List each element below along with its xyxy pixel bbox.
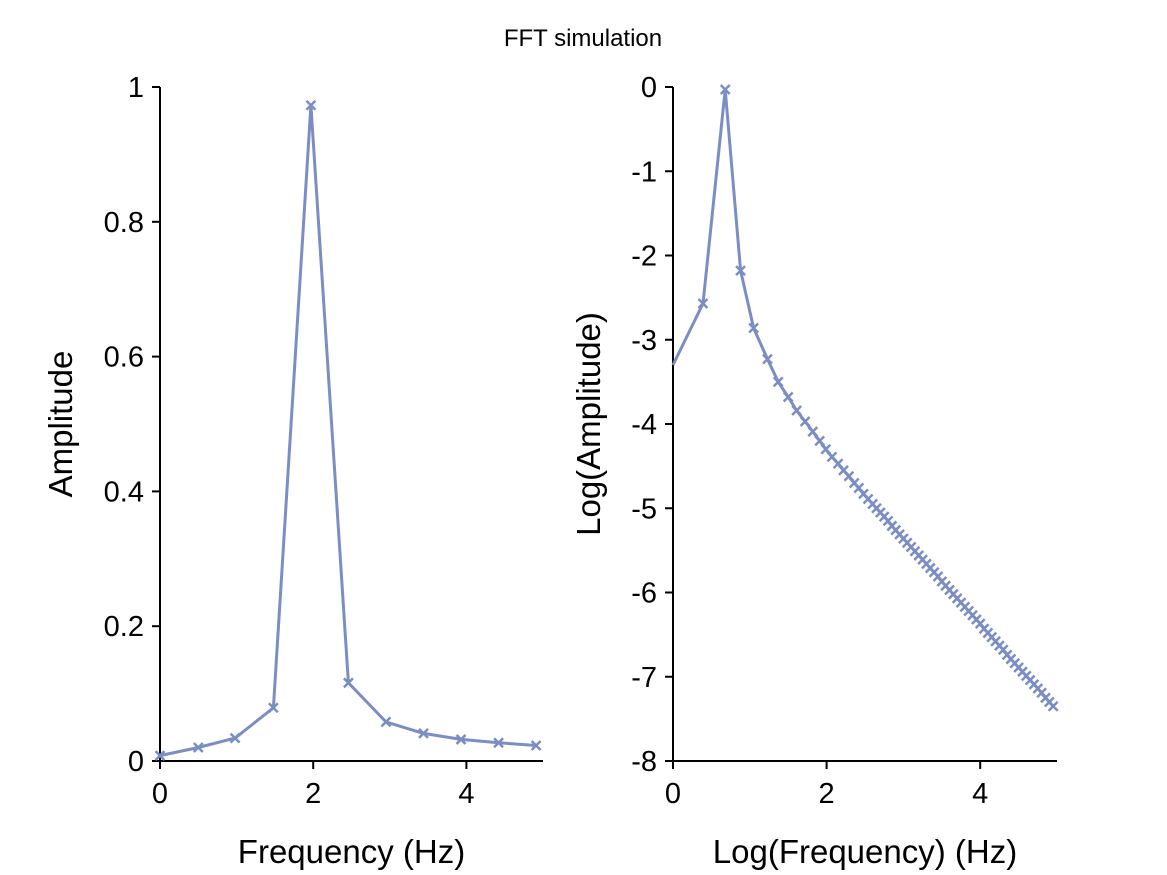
y-tick-label: 0.6 [104,342,144,374]
x-tick-label: 4 [972,778,988,810]
data-point-marker [380,716,392,728]
x-tick-label: 2 [305,778,321,810]
data-point-marker [782,391,794,403]
data-point-marker [1047,700,1059,712]
x-tick-label: 0 [665,778,681,810]
data-point-marker [530,740,542,751]
y-tick-label: -3 [631,325,657,357]
y-tick-label: 1 [128,72,144,104]
data-point-marker [229,732,241,744]
y-tick-label: 0.8 [104,207,144,239]
y-tick-label: -8 [631,746,657,778]
data-point-marker [719,84,731,95]
data-point-marker [343,677,354,689]
log-amplitude-spectrum-plot: 0 2 4 0 -1 -2 -3 -4 -5 -6 -7 -8 Log(Frequency) (Hz) L… [570,72,1059,870]
x-tick-label: 2 [819,778,835,810]
y-axis-label: Log(Amplitude) [570,312,607,536]
amplitude-spectrum-plot: 0 2 4 0 0.2 0.4 0.6 0.8 1 Frequency (Hz) Amplitude [42,72,543,870]
y-axis-label: Amplitude [42,351,79,498]
data-point-marker [791,405,803,416]
y-tick-label: -6 [631,578,657,610]
data-point-marker [267,702,279,714]
data-point-marker [697,298,709,309]
data-point-marker [305,99,317,111]
y-tick-label: -4 [631,409,657,441]
x-tick-label: 0 [152,778,168,810]
data-point-marker [807,426,819,437]
y-tick-label: 0.4 [104,476,144,508]
y-tick-label: -1 [631,156,657,188]
x-tick-label: 4 [458,778,474,810]
data-point-marker [772,376,784,388]
y-tick-label: -2 [631,241,657,273]
series-line [671,88,1055,708]
data-point-marker [493,737,504,749]
data-point-marker [418,727,429,739]
y-tick-label: -5 [631,493,657,525]
data-point-marker [814,435,826,447]
y-tick-label: -7 [631,662,657,694]
y-tick-label: 0 [641,72,657,104]
data-point-marker [154,750,166,761]
x-axis-label: Frequency (Hz) [238,833,465,870]
data-point-marker [748,322,760,334]
data-point-marker [762,353,773,365]
y-tick-label: 0 [128,746,144,778]
y-tick-label: 0.2 [104,611,144,643]
data-point-marker [192,742,204,753]
data-point-marker [735,265,746,277]
data-point-marker [799,416,811,427]
data-point-marker [455,734,467,745]
figure-title: FFT simulation [504,25,662,52]
series-line [159,103,537,758]
x-axis-label: Log(Frequency) (Hz) [713,833,1017,870]
